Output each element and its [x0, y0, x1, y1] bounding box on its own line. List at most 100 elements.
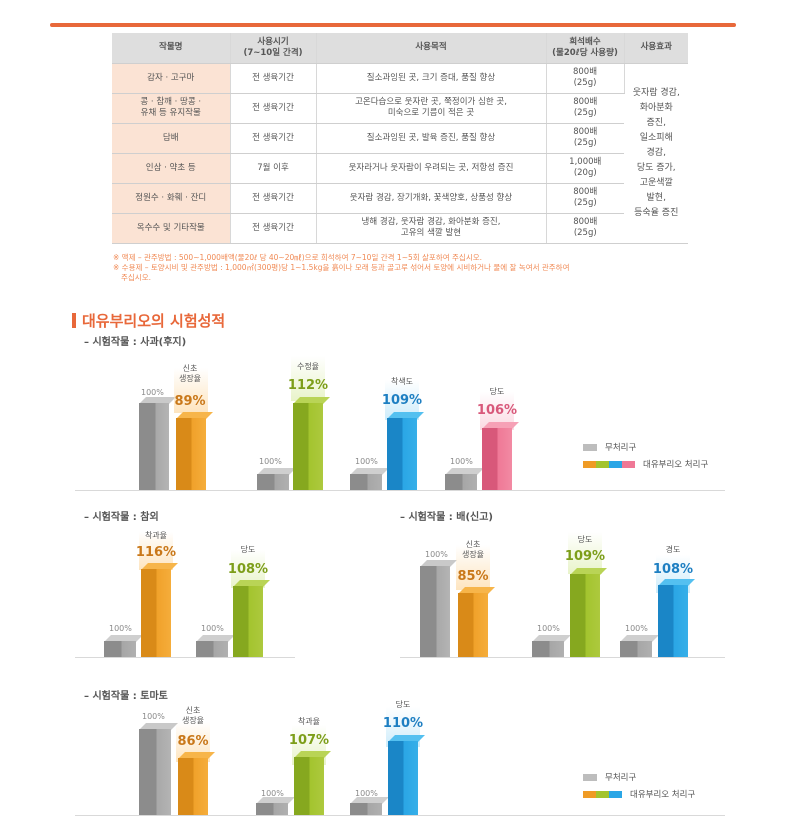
- cell-time: 전 생육기간: [230, 213, 317, 244]
- header-time: 사용시기 (7~10일 간격): [230, 33, 317, 64]
- legend-control: 무처리구: [583, 440, 708, 454]
- control-bar: [196, 635, 235, 657]
- usage-notes: ※ 액제 – 관주방법 : 500~1,000배액(물20ℓ 당 40~20㎖)…: [113, 253, 703, 283]
- cell-time: 7월 이후: [230, 153, 317, 184]
- header-crop: 작물명: [112, 33, 231, 64]
- value-label: 107%: [288, 733, 330, 748]
- cell-crop: 감자 · 고구마: [112, 63, 231, 94]
- treated-bar: [233, 580, 270, 657]
- legend-control: 무처리구: [583, 770, 695, 784]
- control-bar: [532, 635, 571, 657]
- cell-crop: 정원수 · 화훼 · 잔디: [112, 183, 231, 214]
- treated-bar: [293, 397, 330, 490]
- control-label: 100%: [425, 550, 448, 559]
- treated-bar: [388, 735, 425, 815]
- value-glow: [174, 368, 208, 413]
- control-bar: [350, 468, 389, 490]
- cell-dilution: 800배 (25g): [546, 123, 624, 154]
- header-purpose: 사용목적: [316, 33, 547, 64]
- cell-purpose: 웃자람 경감, 장기개화, 꽃색양호, 상품성 향상: [316, 183, 547, 214]
- control-label: 100%: [261, 789, 284, 798]
- value-label: 108%: [227, 562, 269, 577]
- treated-bar: [294, 751, 331, 815]
- category-label: 착과율: [144, 531, 168, 540]
- category-label: 착과율: [297, 717, 321, 726]
- note-soluble-cont: 주십시오.: [121, 273, 151, 282]
- legend-control-swatch: [583, 773, 597, 781]
- cell-time: 전 생육기간: [230, 183, 317, 214]
- category-label: 당도: [395, 700, 411, 709]
- cell-purpose: 고온다습으로 웃자란 곳, 쭉정이가 심한 곳, 미숙으로 기름이 적은 곳: [316, 93, 547, 124]
- section-title: 대유부리오의 시험성적: [72, 310, 225, 331]
- treated-bar: [482, 422, 519, 490]
- control-label: 100%: [201, 624, 224, 633]
- treated-bar: [178, 752, 215, 815]
- treated-bar: [658, 579, 695, 657]
- value-label: 85%: [457, 569, 489, 584]
- control-label: 100%: [625, 624, 648, 633]
- value-label: 116%: [135, 545, 177, 560]
- control-label: 100%: [109, 624, 132, 633]
- value-label: 89%: [174, 394, 206, 409]
- cell-time: 전 생육기간: [230, 63, 317, 94]
- control-bar: [445, 468, 484, 490]
- control-label: 100%: [141, 388, 164, 397]
- category-label: 신초 생장율: [181, 706, 205, 725]
- control-bar: [257, 468, 296, 490]
- cell-crop: 옥수수 및 기타작물: [112, 213, 231, 244]
- cell-dilution: 800배 (25g): [546, 183, 624, 214]
- cell-time: 전 생육기간: [230, 123, 317, 154]
- control-bar: [620, 635, 659, 657]
- legend-treated-swatch: [583, 790, 622, 798]
- cell-effect: 웃자람 경감, 화아분화 증진, 일소피해 경감, 당도 증가, 고운색깔 발현…: [624, 63, 688, 244]
- cell-purpose: 질소과잉된 곳, 크기 증대, 품질 향상: [316, 63, 547, 94]
- table-row: 옥수수 및 기타작물 전 생육기간 냉해 경감, 웃자람 경감, 화아분화 증진…: [112, 213, 688, 244]
- table-row: 감자 · 고구마 전 생육기간 질소과잉된 곳, 크기 증대, 품질 향상 80…: [112, 63, 688, 244]
- value-glow: [568, 532, 602, 574]
- value-label: 110%: [382, 716, 424, 731]
- cell-crop: 담배: [112, 123, 231, 154]
- treated-bar: [570, 568, 607, 657]
- control-bar: [139, 397, 176, 490]
- value-label: 109%: [564, 549, 606, 564]
- cell-dilution: 800배 (25g): [546, 63, 625, 94]
- cell-dilution: 800배 (25g): [546, 93, 624, 124]
- chart-apple-baseline: [75, 490, 725, 491]
- cell-dilution: 1,000배 (20g): [546, 153, 624, 184]
- legend-treated: 대유부리오 처리구: [583, 457, 708, 471]
- treated-bar: [141, 563, 178, 657]
- control-label: 100%: [537, 624, 560, 633]
- cell-time: 전 생육기간: [230, 93, 317, 124]
- control-label: 100%: [142, 712, 165, 721]
- control-label: 100%: [450, 457, 473, 466]
- treated-bar: [176, 412, 213, 490]
- value-label: 106%: [476, 403, 518, 418]
- chart-melon-title: – 시험작물 : 참외: [84, 512, 159, 523]
- chart-tomato-title: – 시험작물 : 토마토: [84, 691, 168, 702]
- table-row: 인삼 · 약초 등 7월 이후 웃자라거나 웃자람이 우려되는 곳, 저항성 증…: [112, 153, 688, 184]
- value-label: 108%: [652, 562, 694, 577]
- chart-apple-title: – 시험작물 : 사과(후지): [84, 337, 187, 348]
- top-orange-rule: [50, 23, 736, 27]
- control-label: 100%: [259, 457, 282, 466]
- category-label: 수정율: [296, 362, 320, 371]
- value-label: 109%: [381, 393, 423, 408]
- note-liquid: ※ 액제 – 관주방법 : 500~1,000배액(물20ℓ 당 40~20㎖)…: [113, 253, 482, 262]
- note-soluble: ※ 수용제 – 토양시비 및 관주방법 : 1,000㎡(300평)당 1~1.…: [113, 263, 570, 272]
- control-bar: [256, 797, 295, 815]
- chart-tomato-baseline: [75, 815, 725, 816]
- control-bar: [139, 723, 178, 815]
- chart-apple-legend: 무처리구 대유부리오 처리구: [583, 440, 708, 474]
- category-label: 경도: [665, 545, 681, 554]
- chart-pear-title: – 시험작물 : 배(신고): [400, 512, 493, 523]
- category-label: 당도: [577, 535, 593, 544]
- category-label: 신초 생장율: [461, 540, 485, 559]
- control-label: 100%: [355, 457, 378, 466]
- control-bar: [350, 797, 389, 815]
- header-effect: 사용효과: [624, 33, 688, 64]
- control-bar: [420, 560, 457, 657]
- cell-purpose: 질소과잉된 곳, 발육 증진, 품질 향상: [316, 123, 547, 154]
- cell-crop: 인삼 · 약초 등: [112, 153, 231, 184]
- control-bar: [104, 635, 143, 657]
- table-header-row: 작물명 사용시기 (7~10일 간격) 사용목적 희석배수 (물20ℓ당 사용량) …: [112, 33, 688, 64]
